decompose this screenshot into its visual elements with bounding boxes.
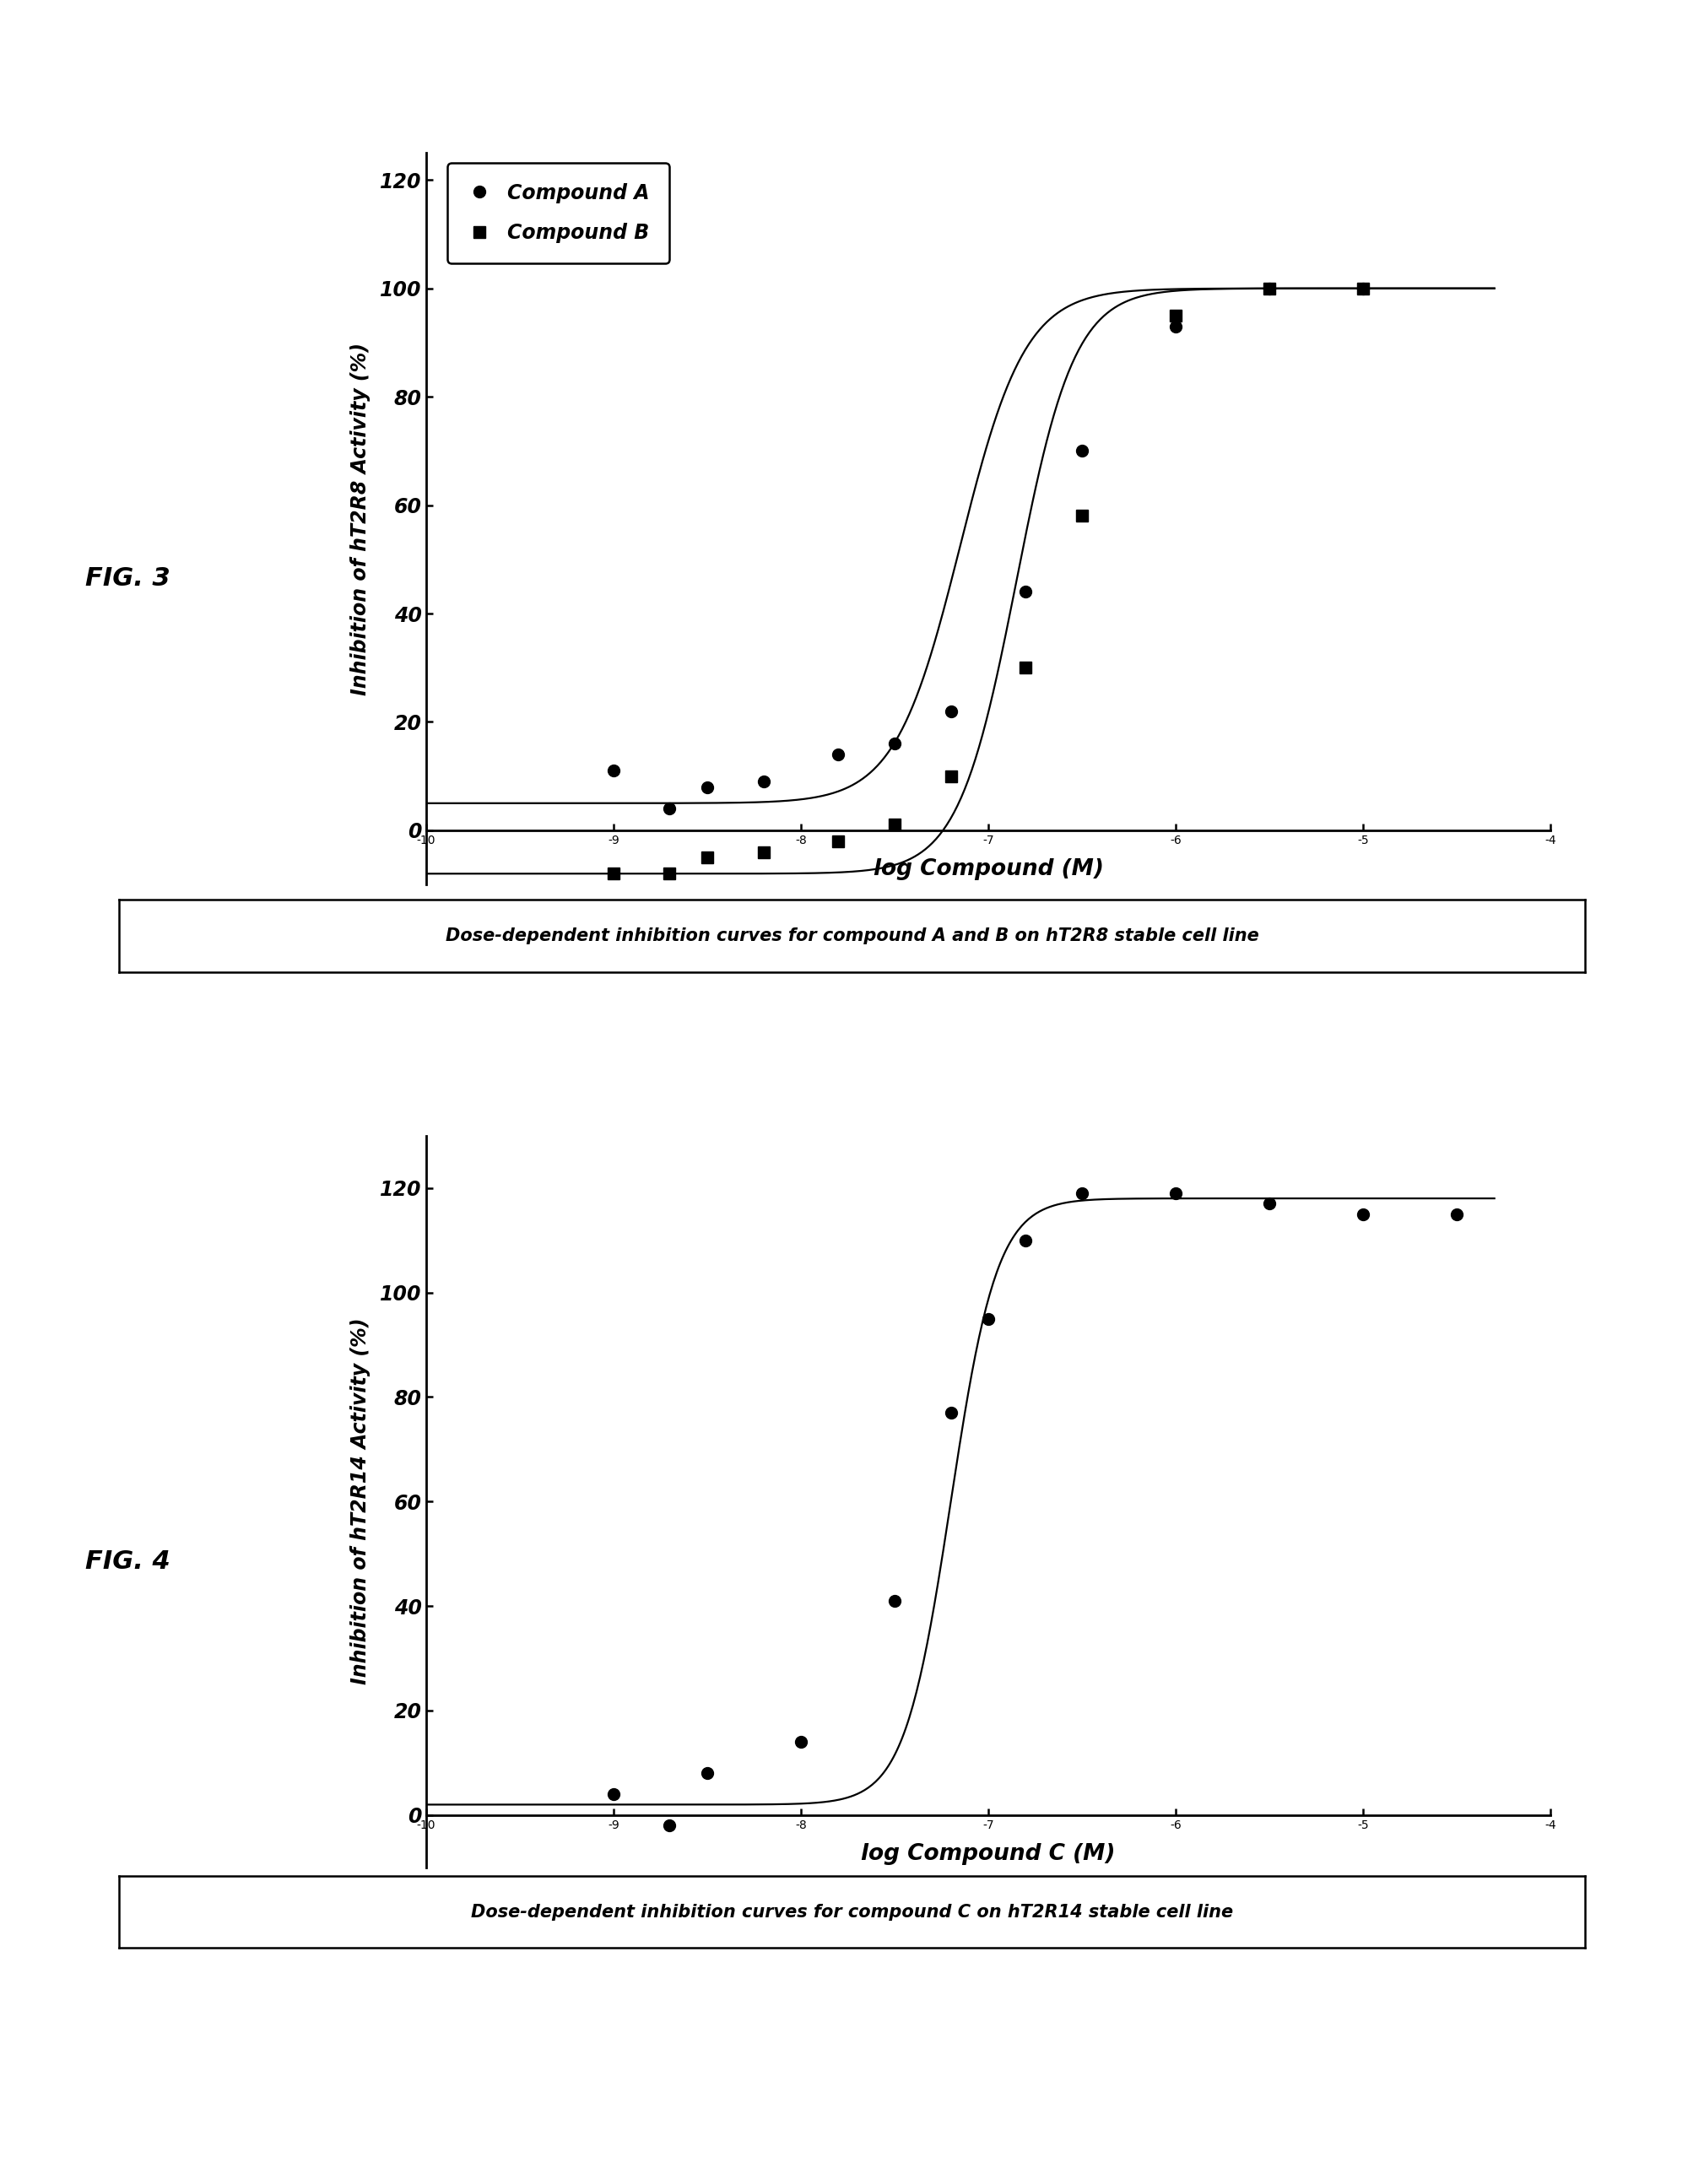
Compound A (697, 773, 717, 799)
Compound B (1166, 301, 1186, 328)
Y-axis label: Inhibition of hT2R8 Activity (%): Inhibition of hT2R8 Activity (%) (351, 343, 371, 695)
Compound A (1353, 275, 1373, 301)
Legend: Compound A, Compound B: Compound A, Compound B (446, 164, 670, 262)
Line: Compound B: Compound B (608, 282, 1368, 880)
Text: FIG. 4: FIG. 4 (85, 1548, 170, 1575)
Compound A (1016, 579, 1036, 605)
Y-axis label: Inhibition of hT2R14 Activity (%): Inhibition of hT2R14 Activity (%) (351, 1319, 371, 1684)
Compound A (659, 795, 680, 821)
Compound B (1016, 655, 1036, 681)
Text: Dose-dependent inhibition curves for compound C on hT2R14 stable cell line: Dose-dependent inhibition curves for com… (470, 1904, 1234, 1920)
Compound A (603, 758, 624, 784)
Compound B (753, 839, 774, 865)
Compound B (1259, 275, 1280, 301)
Compound A (753, 769, 774, 795)
Text: FIG. 3: FIG. 3 (85, 566, 170, 592)
Compound B (697, 845, 717, 871)
Compound B (828, 828, 849, 854)
Compound A (941, 699, 961, 725)
Compound A (884, 729, 905, 756)
Line: Compound A: Compound A (608, 282, 1368, 815)
Compound A (1259, 275, 1280, 301)
Compound B (941, 762, 961, 788)
Compound B (884, 812, 905, 839)
Compound B (1353, 275, 1373, 301)
Compound B (659, 860, 680, 887)
Compound A (1166, 312, 1186, 339)
Compound A (828, 740, 849, 767)
X-axis label: log Compound C (M): log Compound C (M) (861, 1843, 1116, 1865)
Compound A (1072, 437, 1092, 463)
Text: Dose-dependent inhibition curves for compound A and B on hT2R8 stable cell line: Dose-dependent inhibition curves for com… (445, 928, 1259, 943)
Compound B (603, 860, 624, 887)
X-axis label: log Compound (M): log Compound (M) (872, 858, 1104, 880)
Compound B (1072, 502, 1092, 529)
